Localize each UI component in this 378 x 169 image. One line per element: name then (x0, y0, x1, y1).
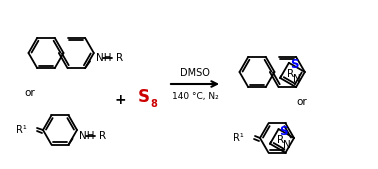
Text: R: R (99, 131, 105, 141)
Text: N: N (283, 140, 290, 150)
Text: NH: NH (96, 53, 112, 63)
Text: S: S (279, 125, 288, 138)
Text: R¹: R¹ (16, 125, 27, 135)
Text: NH: NH (79, 131, 94, 141)
Text: R: R (277, 135, 284, 145)
Text: N: N (293, 74, 301, 84)
Text: R¹: R¹ (233, 133, 244, 143)
Text: S: S (138, 88, 150, 106)
Text: or: or (25, 88, 36, 98)
Text: S: S (290, 58, 298, 71)
Text: R: R (116, 53, 123, 63)
Text: +: + (114, 93, 126, 107)
Text: DMSO: DMSO (180, 68, 210, 78)
Text: 140 °C, N₂: 140 °C, N₂ (172, 91, 218, 101)
Text: R: R (287, 69, 294, 79)
Text: 8: 8 (150, 99, 157, 109)
Text: or: or (297, 97, 307, 107)
